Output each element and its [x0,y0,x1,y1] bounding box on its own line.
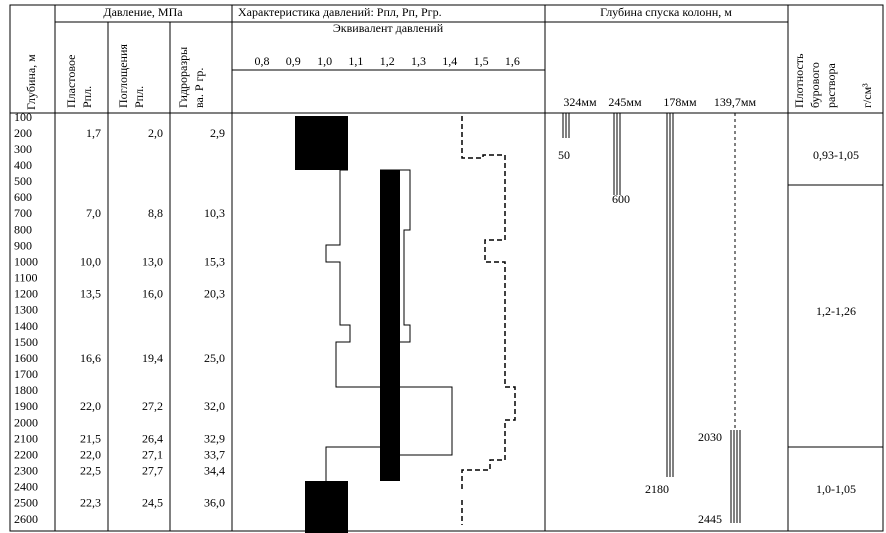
pressure-value: 22,3 [80,496,101,510]
pressure-value: 15,3 [204,254,225,268]
depth-header: Глубина, м [24,54,38,110]
pressure-value: 22,0 [80,447,101,461]
absorption-header: Поглощения [116,44,130,108]
scale-label: 1,4 [442,54,457,68]
scale-label: 1,2 [380,54,395,68]
depth-value: 900 [14,238,32,252]
depth-value: 300 [14,142,32,156]
pressure-value: 16,0 [142,287,163,301]
pressure-value: 33,7 [204,447,225,461]
pressure-value: 36,0 [204,496,225,510]
depth-value: 400 [14,158,32,172]
density-header: Плотность [792,53,806,108]
density-header: бурового [808,62,822,108]
pressure-value: 34,4 [204,464,225,478]
pressure-graph [295,116,516,533]
pressure-value: 1,7 [86,126,101,140]
pressure-value: 2,0 [148,126,163,140]
scale-label: 1,6 [505,54,520,68]
depth-value: 2000 [14,415,38,429]
pressure-value: 2,9 [210,126,225,140]
table-grid [9,4,884,532]
casing-header: Глубина спуска колонн, м [600,5,732,19]
depth-value: 700 [14,206,32,220]
casing-name: 139,7мм [714,95,757,109]
pressure-value: 22,5 [80,464,101,478]
depth-value: 800 [14,222,32,236]
pressure-value: 27,7 [142,464,163,478]
depth-value: 1100 [14,271,38,285]
pressure-value: 21,5 [80,431,101,445]
depth-value: 2500 [14,496,38,510]
depth-value: 1000 [14,254,38,268]
depth-value: 1600 [14,351,38,365]
density-value: 1,2-1,26 [816,304,856,318]
casing-depth: 2030 [698,430,722,444]
density-unit: г/см³ [860,83,874,108]
casing-name: 324мм [563,95,597,109]
pressure-value: 22,0 [80,399,101,413]
casing-depth: 50 [558,148,570,162]
fracture-header: Гидроразры [176,47,190,108]
depth-value: 600 [14,190,32,204]
casing-depth: 600 [612,192,630,206]
casing-name: 178мм [663,95,697,109]
depth-value: 2100 [14,431,38,445]
depth-value: 2200 [14,447,38,461]
casing-name: 245мм [608,95,642,109]
pressure-header: Давление, МПа [103,5,183,19]
pressure-value: 13,0 [142,254,163,268]
depth-value: 1200 [14,287,38,301]
casing-graph [562,113,741,523]
pressure-value: 27,2 [142,399,163,413]
fracture-header: ва. Р гр. [192,68,206,108]
depth-value: 1300 [14,303,38,317]
depth-value: 200 [14,126,32,140]
scale-label: 0,9 [286,54,301,68]
scale-label: 1,5 [474,54,489,68]
scale-label: 0,8 [255,54,270,68]
depth-value: 1500 [14,335,38,349]
density-value: 1,0-1,05 [816,482,856,496]
pressure-value: 7,0 [86,206,101,220]
pressure-value: 25,0 [204,351,225,365]
depth-value: 1700 [14,367,38,381]
depth-value: 1900 [14,399,38,413]
equivalent-header: Эквивалент давлений [333,21,444,35]
depth-value: 2300 [14,464,38,478]
formation-header: Рпл. [80,86,94,108]
density-value: 0,93-1,05 [813,148,859,162]
depth-value: 500 [14,174,32,188]
pressure-value: 13,5 [80,287,101,301]
pressure-value: 10,0 [80,254,101,268]
pressure-value: 19,4 [142,351,163,365]
casing-depth: 2180 [645,482,669,496]
formation-header: Пластовое [64,55,78,108]
depth-value: 2600 [14,512,38,526]
scale-label: 1,1 [348,54,363,68]
pressure-value: 16,6 [80,351,101,365]
scale-label: 1,0 [317,54,332,68]
pressure-value: 26,4 [142,431,163,445]
density-header: раствора [824,63,838,108]
pressure-value: 20,3 [204,287,225,301]
pressure-value: 32,0 [204,399,225,413]
depth-value: 2400 [14,480,38,494]
pressure-value: 24,5 [142,496,163,510]
depth-value: 100 [14,110,32,124]
pressure-value: 27,1 [142,447,163,461]
absorption-header: Рпл. [132,86,146,108]
pressure-value: 8,8 [148,206,163,220]
depth-value: 1400 [14,319,38,333]
casing-depth: 2445 [698,512,722,526]
characteristic-header: Характеристика давлений: Рпл, Рп, Ргр. [238,5,442,19]
depth-value: 1800 [14,383,38,397]
pressure-value: 10,3 [204,206,225,220]
pressure-value: 32,9 [204,431,225,445]
scale-label: 1,3 [411,54,426,68]
